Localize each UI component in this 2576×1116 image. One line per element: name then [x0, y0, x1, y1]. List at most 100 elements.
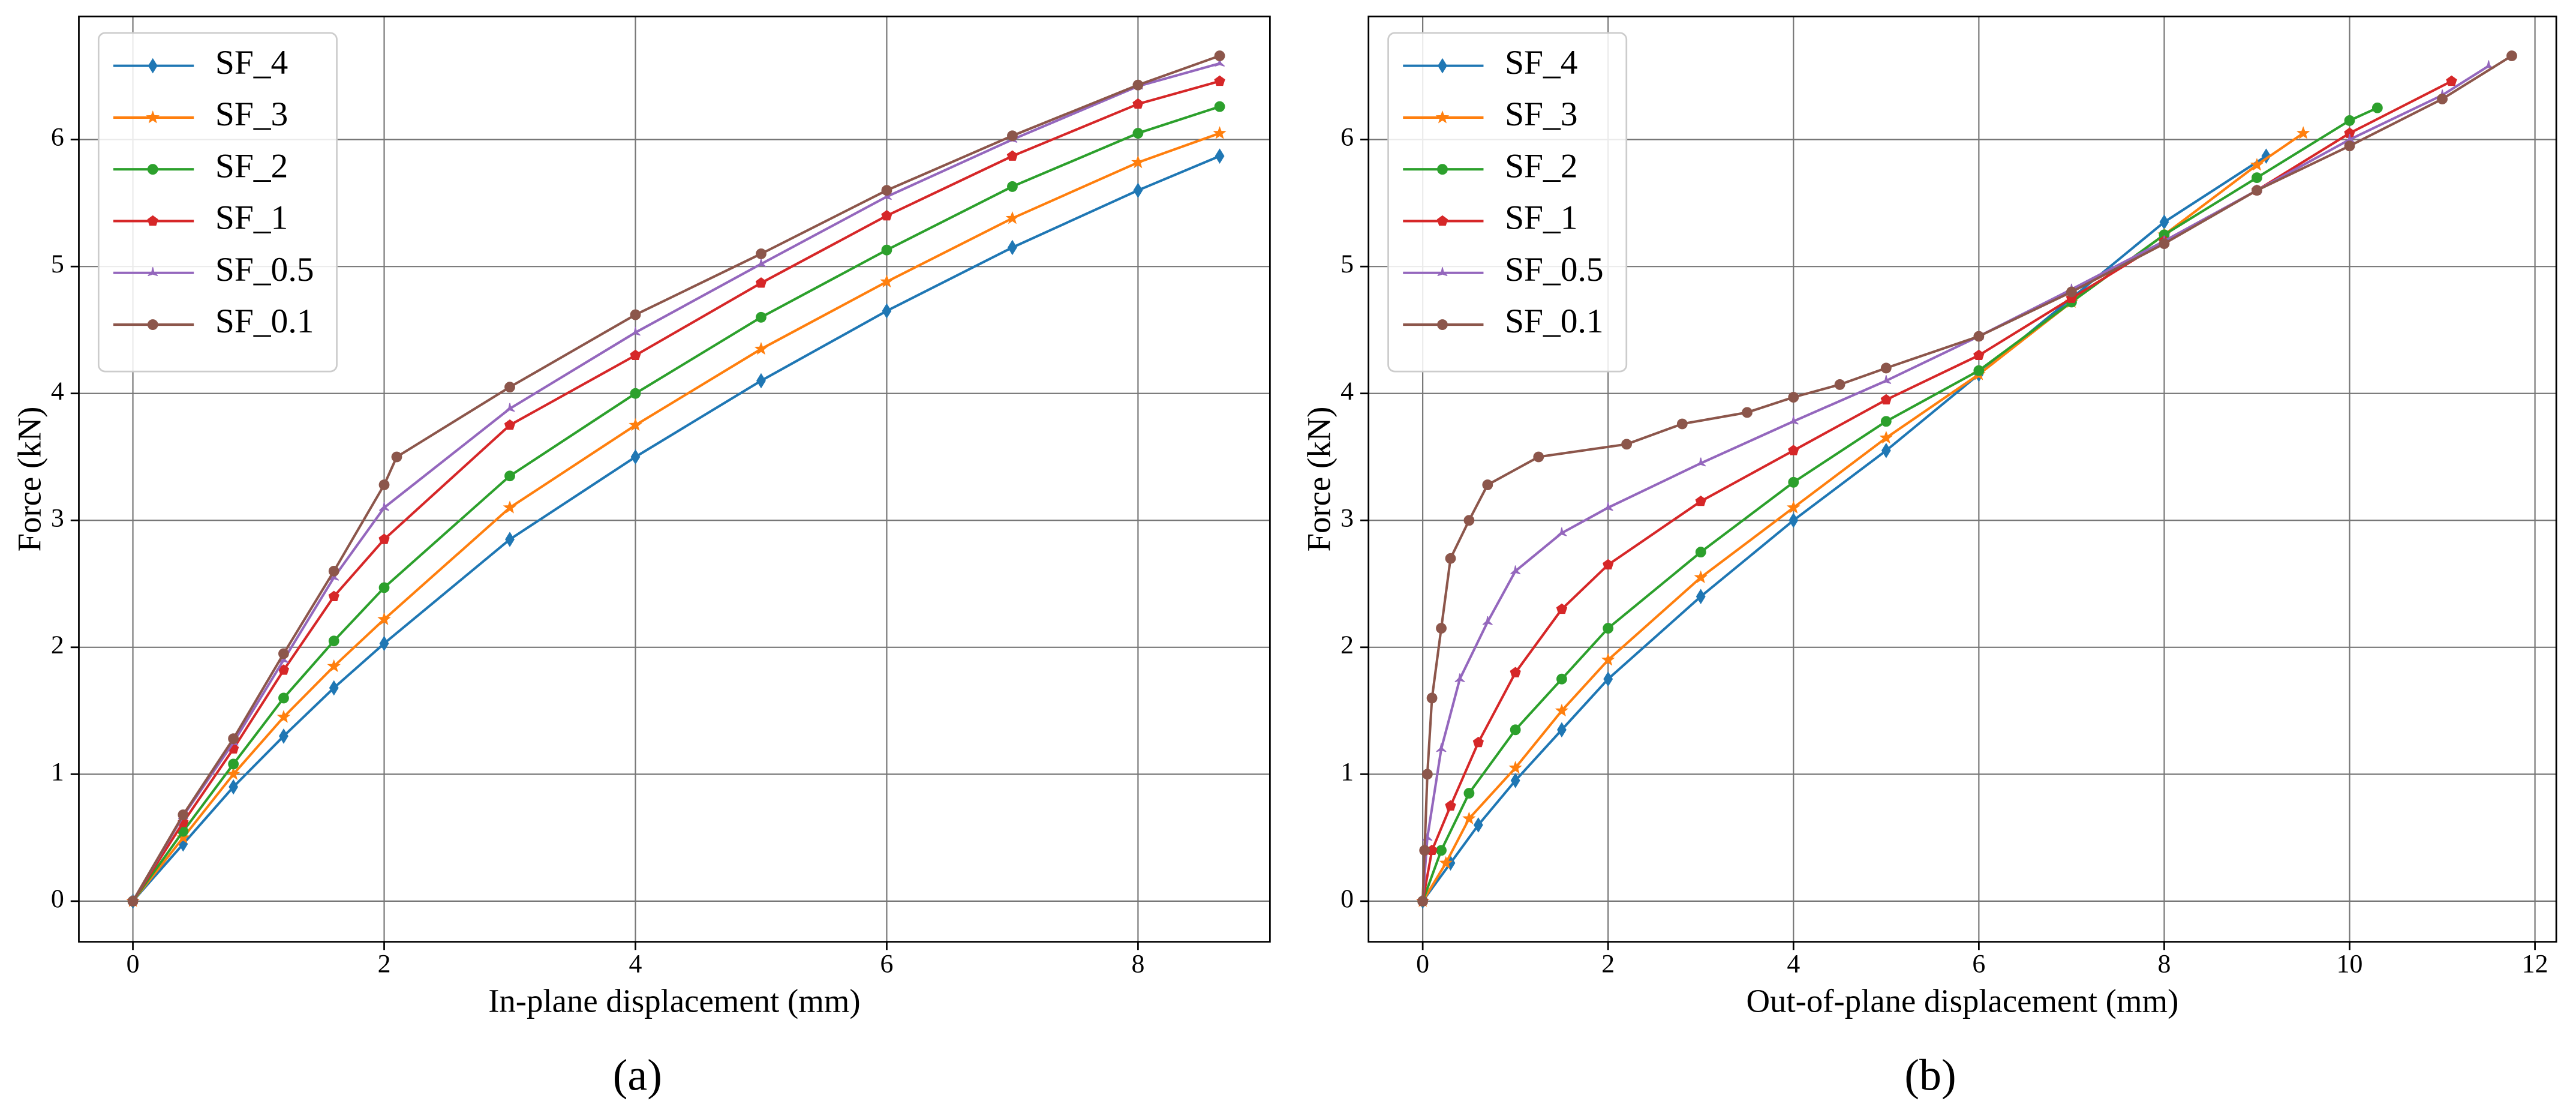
marker — [2252, 172, 2262, 184]
marker — [2261, 148, 2271, 164]
legend-label: SF_0.1 — [215, 302, 314, 340]
x-tick-label: 6 — [880, 950, 893, 979]
marker — [2437, 94, 2448, 104]
marker — [127, 895, 139, 907]
marker — [1694, 570, 1708, 584]
marker — [1437, 319, 1448, 330]
marker — [1696, 589, 1706, 605]
legend-label: SF_1 — [1505, 199, 1578, 237]
marker — [756, 248, 767, 259]
marker — [1973, 331, 1985, 342]
marker — [1215, 58, 1225, 67]
marker — [1421, 769, 1433, 780]
marker — [2159, 238, 2170, 250]
legend-label: SF_0.1 — [1505, 302, 1604, 340]
marker — [880, 274, 894, 288]
plot-frame — [78, 16, 1271, 943]
legend-label: SF_2 — [215, 147, 288, 185]
marker — [2506, 50, 2517, 61]
marker — [1482, 616, 1493, 625]
marker — [1132, 98, 1144, 109]
marker — [378, 582, 390, 593]
marker — [1132, 79, 1144, 91]
legend-label: SF_1 — [215, 199, 288, 237]
legend-label: SF_0.5 — [215, 251, 314, 289]
marker — [2483, 60, 2494, 70]
marker — [1880, 362, 1892, 374]
marker — [1213, 126, 1227, 139]
marker — [1007, 130, 1018, 142]
y-axis-label: Force (kN) — [11, 407, 47, 552]
marker — [1007, 181, 1018, 192]
marker — [755, 277, 767, 288]
legend-label: SF_4 — [1505, 44, 1578, 82]
marker — [1214, 101, 1225, 112]
x-tick-label: 10 — [2337, 950, 2363, 979]
marker — [1426, 692, 1438, 704]
marker — [1417, 895, 1429, 907]
marker — [1603, 502, 1613, 511]
marker — [1439, 856, 1453, 869]
marker — [505, 532, 515, 547]
marker — [1472, 736, 1484, 748]
marker — [1214, 50, 1225, 61]
marker — [1881, 375, 1892, 384]
marker — [226, 767, 241, 780]
marker — [1436, 623, 1447, 634]
marker — [328, 565, 339, 577]
y-tick-label: 3 — [51, 503, 64, 532]
marker — [756, 373, 766, 389]
marker — [329, 680, 339, 696]
marker — [630, 349, 641, 361]
marker — [146, 110, 160, 124]
marker — [2371, 102, 2383, 113]
x-tick-label: 0 — [1416, 950, 1429, 979]
x-tick-label: 8 — [2157, 950, 2171, 979]
marker — [1437, 267, 1448, 277]
x-tick-label: 2 — [378, 950, 391, 979]
x-tick-label: 0 — [127, 950, 140, 979]
marker — [1788, 445, 1799, 455]
marker — [1435, 110, 1450, 124]
marker — [1463, 515, 1475, 526]
y-tick-label: 3 — [1340, 503, 1354, 532]
marker — [1437, 164, 1448, 175]
marker — [881, 209, 892, 221]
marker — [1533, 451, 1544, 463]
marker — [279, 728, 288, 744]
y-tick-label: 0 — [51, 884, 64, 913]
marker — [1603, 671, 1613, 687]
x-tick-label: 6 — [1972, 950, 1985, 979]
marker — [881, 185, 892, 196]
marker — [147, 215, 158, 226]
marker — [391, 451, 402, 463]
marker — [2250, 158, 2264, 171]
marker — [630, 388, 641, 399]
marker — [754, 341, 768, 355]
y-tick-label: 5 — [1340, 250, 1354, 278]
y-axis-label: Force (kN) — [1301, 407, 1337, 552]
y-tick-label: 0 — [1340, 884, 1354, 913]
marker — [1214, 75, 1225, 86]
marker — [148, 58, 158, 74]
marker — [1454, 673, 1465, 683]
marker — [504, 470, 515, 482]
legend-label: SF_0.5 — [1505, 251, 1604, 289]
marker — [2344, 115, 2355, 126]
marker — [1880, 394, 1892, 405]
marker — [378, 479, 390, 490]
marker — [278, 692, 289, 704]
marker — [1438, 58, 1447, 74]
y-tick-label: 2 — [51, 631, 64, 659]
marker — [1557, 722, 1567, 738]
marker — [1621, 439, 1633, 450]
marker — [1695, 495, 1706, 506]
caption: (a) — [613, 1051, 662, 1100]
marker — [881, 244, 892, 256]
marker — [377, 612, 391, 625]
marker — [1133, 182, 1143, 199]
marker — [379, 635, 389, 652]
marker — [1436, 215, 1448, 226]
marker — [1463, 788, 1475, 799]
y-tick-label: 1 — [51, 757, 64, 786]
